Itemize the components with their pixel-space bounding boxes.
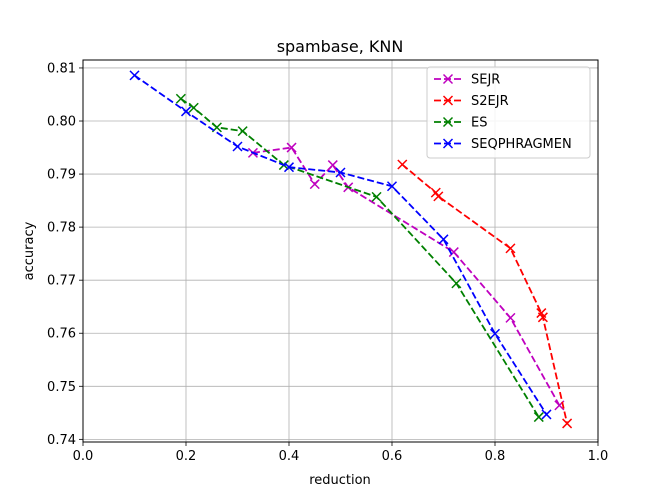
marker-stroke [430, 187, 441, 198]
data-point-es [451, 278, 462, 289]
x-tick-label: 1.0 [588, 449, 609, 464]
data-point-seqphragmen [335, 167, 346, 178]
marker-stroke [505, 243, 516, 254]
series-s2ejr [397, 159, 573, 429]
data-point-s2ejr [562, 418, 573, 429]
marker-stroke [451, 278, 462, 289]
y-tick-label: 0.79 [47, 168, 76, 183]
x-axis-label: reduction [309, 473, 371, 488]
data-point-es [533, 412, 544, 423]
y-tick-label: 0.80 [47, 115, 76, 130]
legend-entry-seqphragmen: SEQPHRAGMEN [434, 137, 572, 152]
marker-stroke [536, 308, 547, 319]
marker-stroke [505, 312, 516, 323]
marker-stroke [397, 159, 408, 170]
legend-label-s2ejr: S2EJR [471, 94, 509, 109]
plot-series [129, 70, 573, 429]
marker-stroke [237, 126, 248, 137]
marker-stroke [489, 328, 501, 339]
x-tick-label: 0.2 [176, 449, 197, 464]
data-point-s2ejr [397, 159, 408, 170]
marker-stroke [433, 191, 444, 202]
legend-marker-sejr [442, 73, 454, 85]
legend-label-sejr: SEJR [471, 73, 500, 88]
marker-stroke [283, 162, 295, 173]
marker-stroke [175, 93, 186, 104]
plot-frame [82, 59, 599, 443]
legend: SEJR S2EJR ES SEQPHRAGMEN [426, 66, 591, 159]
marker-stroke [327, 160, 338, 171]
x-tick-label: 0.4 [279, 449, 300, 464]
data-point-sejr [327, 160, 338, 171]
data-point-s2ejr [433, 191, 444, 202]
series-es [175, 93, 544, 423]
data-point-es [237, 126, 248, 137]
y-tick-label: 0.77 [47, 274, 76, 289]
legend-marker-seqphragmen [442, 138, 454, 149]
data-point-es [188, 102, 199, 113]
marker-stroke [371, 191, 382, 202]
marker-stroke [438, 234, 449, 245]
data-point-seqphragmen [541, 409, 552, 420]
grid [82, 60, 599, 442]
marker-stroke [188, 102, 199, 113]
legend-entry-sejr: SEJR [434, 73, 500, 88]
data-point-s2ejr [505, 243, 516, 254]
marker-stroke [129, 70, 140, 81]
marker-stroke [533, 412, 544, 423]
legend-label-es: ES [471, 116, 487, 131]
data-point-seqphragmen [232, 141, 243, 152]
marker-stroke [442, 95, 454, 106]
data-point-sejr [505, 312, 516, 323]
marker-stroke [442, 138, 454, 149]
data-point-seqphragmen [283, 162, 295, 173]
data-point-es [175, 93, 186, 104]
legend-box [426, 66, 591, 159]
marker-stroke [442, 116, 454, 128]
legend-label-seqphragmen: SEQPHRAGMEN [471, 137, 572, 152]
x-tick-label: 0.8 [485, 449, 506, 464]
data-point-sejr [286, 142, 297, 153]
y-tick-label: 0.81 [47, 61, 76, 76]
axis-ticks: 0.0 0.2 0.4 0.6 0.8 1.0 0.74 0.75 0.76 0.77 0.78 0.… [47, 61, 608, 464]
marker-stroke [448, 247, 459, 258]
marker-stroke [180, 106, 192, 117]
data-point-sejr [309, 179, 320, 190]
data-point-seqphragmen [489, 328, 501, 339]
data-point-s2ejr [537, 312, 548, 323]
y-tick-label: 0.76 [47, 327, 76, 342]
x-tick-label: 0.6 [382, 449, 403, 464]
marker-stroke [309, 179, 320, 190]
y-tick-label: 0.74 [47, 433, 76, 448]
legend-marker-es [442, 116, 454, 128]
y-axis-label: accuracy [22, 221, 37, 280]
x-tick-label: 0.0 [73, 449, 94, 464]
legend-marker-s2ejr [442, 95, 454, 106]
marker-stroke [386, 181, 398, 192]
marker-stroke [442, 73, 454, 85]
marker-stroke [335, 167, 346, 178]
marker-stroke [541, 409, 552, 420]
series-seqphragmen [129, 70, 552, 420]
data-point-seqphragmen [129, 70, 140, 81]
y-tick-label: 0.75 [47, 380, 76, 395]
chart-title: spambase, KNN [277, 37, 404, 56]
data-point-seqphragmen [438, 234, 449, 245]
data-point-sejr [448, 247, 459, 258]
legend-entry-s2ejr: S2EJR [434, 94, 509, 109]
legend-entry-es: ES [434, 116, 487, 131]
marker-stroke [537, 312, 548, 323]
y-tick-label: 0.78 [47, 221, 76, 236]
marker-stroke [232, 141, 243, 152]
marker-stroke [562, 418, 573, 429]
data-point-seqphragmen [386, 181, 398, 192]
series-line-sejr [252, 146, 561, 406]
data-point-es [371, 191, 382, 202]
data-point-seqphragmen [180, 106, 192, 117]
series-sejr [247, 142, 565, 411]
marker-stroke [286, 142, 297, 153]
